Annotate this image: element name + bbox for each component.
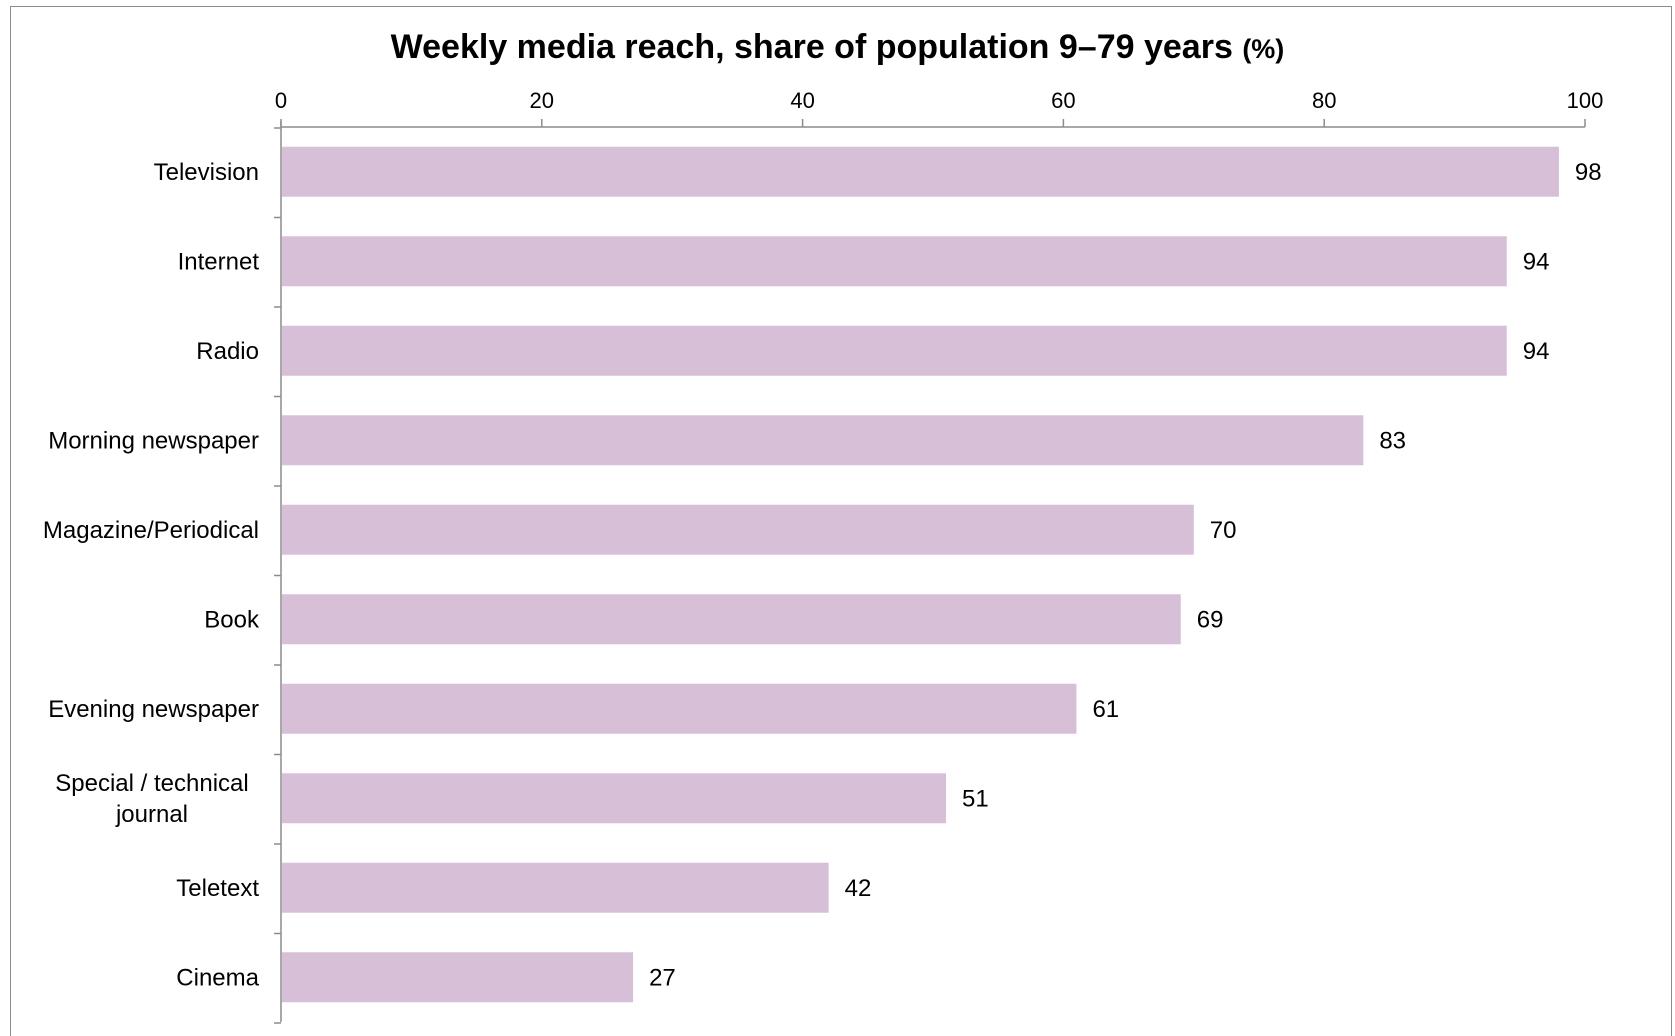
x-tick-label: 80 <box>1312 88 1336 113</box>
category-label: Morning newspaper <box>48 427 259 454</box>
data-label: 69 <box>1197 606 1224 633</box>
chart-frame <box>10 6 1672 1036</box>
category-label: Cinema <box>176 964 259 991</box>
bar <box>282 325 1507 376</box>
data-label: 94 <box>1523 248 1550 275</box>
bar <box>282 862 829 913</box>
x-tick-label: 100 <box>1567 88 1604 113</box>
chart-labels: 98 Television 94 Internet 94 Radio 83 Morning n… <box>43 159 1602 992</box>
bar <box>282 952 634 1003</box>
data-label: 70 <box>1210 517 1237 544</box>
bar <box>282 146 1559 197</box>
chart-title-text: Weekly media reach, share of population … <box>390 28 1233 66</box>
x-tick-label: 0 <box>275 88 287 113</box>
chart-bars <box>282 146 1559 1003</box>
category-label-line: Cinema <box>176 964 259 991</box>
bar <box>282 415 1364 466</box>
category-label-line: Television <box>154 159 259 186</box>
category-label-line: journal <box>115 801 188 828</box>
category-label: Internet <box>178 248 260 275</box>
x-tick-label: 20 <box>530 88 554 113</box>
x-tick-label: 40 <box>790 88 814 113</box>
category-label-line: Book <box>204 606 260 633</box>
data-label: 42 <box>845 875 872 902</box>
bar <box>282 594 1181 645</box>
category-label-line: Internet <box>178 248 260 275</box>
data-label: 51 <box>962 785 989 812</box>
category-label-line: Morning newspaper <box>48 427 259 454</box>
category-label: Evening newspaper <box>48 696 259 723</box>
data-label: 61 <box>1092 696 1119 723</box>
chart-title-unit: (%) <box>1242 34 1285 64</box>
category-label-line: Magazine/Periodical <box>43 517 259 544</box>
chart-axes: 0 20 40 60 80 100 <box>274 88 1604 1024</box>
chart-title: Weekly media reach, share of population … <box>0 28 1675 67</box>
data-label: 27 <box>649 964 676 991</box>
bar <box>282 236 1507 287</box>
data-label: 83 <box>1379 427 1406 454</box>
data-label: 98 <box>1575 159 1602 186</box>
category-label: Magazine/Periodical <box>43 517 259 544</box>
category-label: Television <box>154 159 259 186</box>
category-label: Radio <box>196 338 259 365</box>
bar <box>282 773 947 824</box>
category-label: Special / technical journal <box>55 770 248 828</box>
bar <box>282 504 1194 555</box>
category-label: Teletext <box>176 875 259 902</box>
category-label-line: Special / technical <box>55 770 248 797</box>
bar <box>282 683 1077 734</box>
category-label: Book <box>204 606 260 633</box>
x-tick-label: 60 <box>1051 88 1075 113</box>
data-label: 94 <box>1523 338 1550 365</box>
category-label-line: Radio <box>196 338 259 365</box>
category-label-line: Evening newspaper <box>48 696 259 723</box>
category-label-line: Teletext <box>176 875 259 902</box>
